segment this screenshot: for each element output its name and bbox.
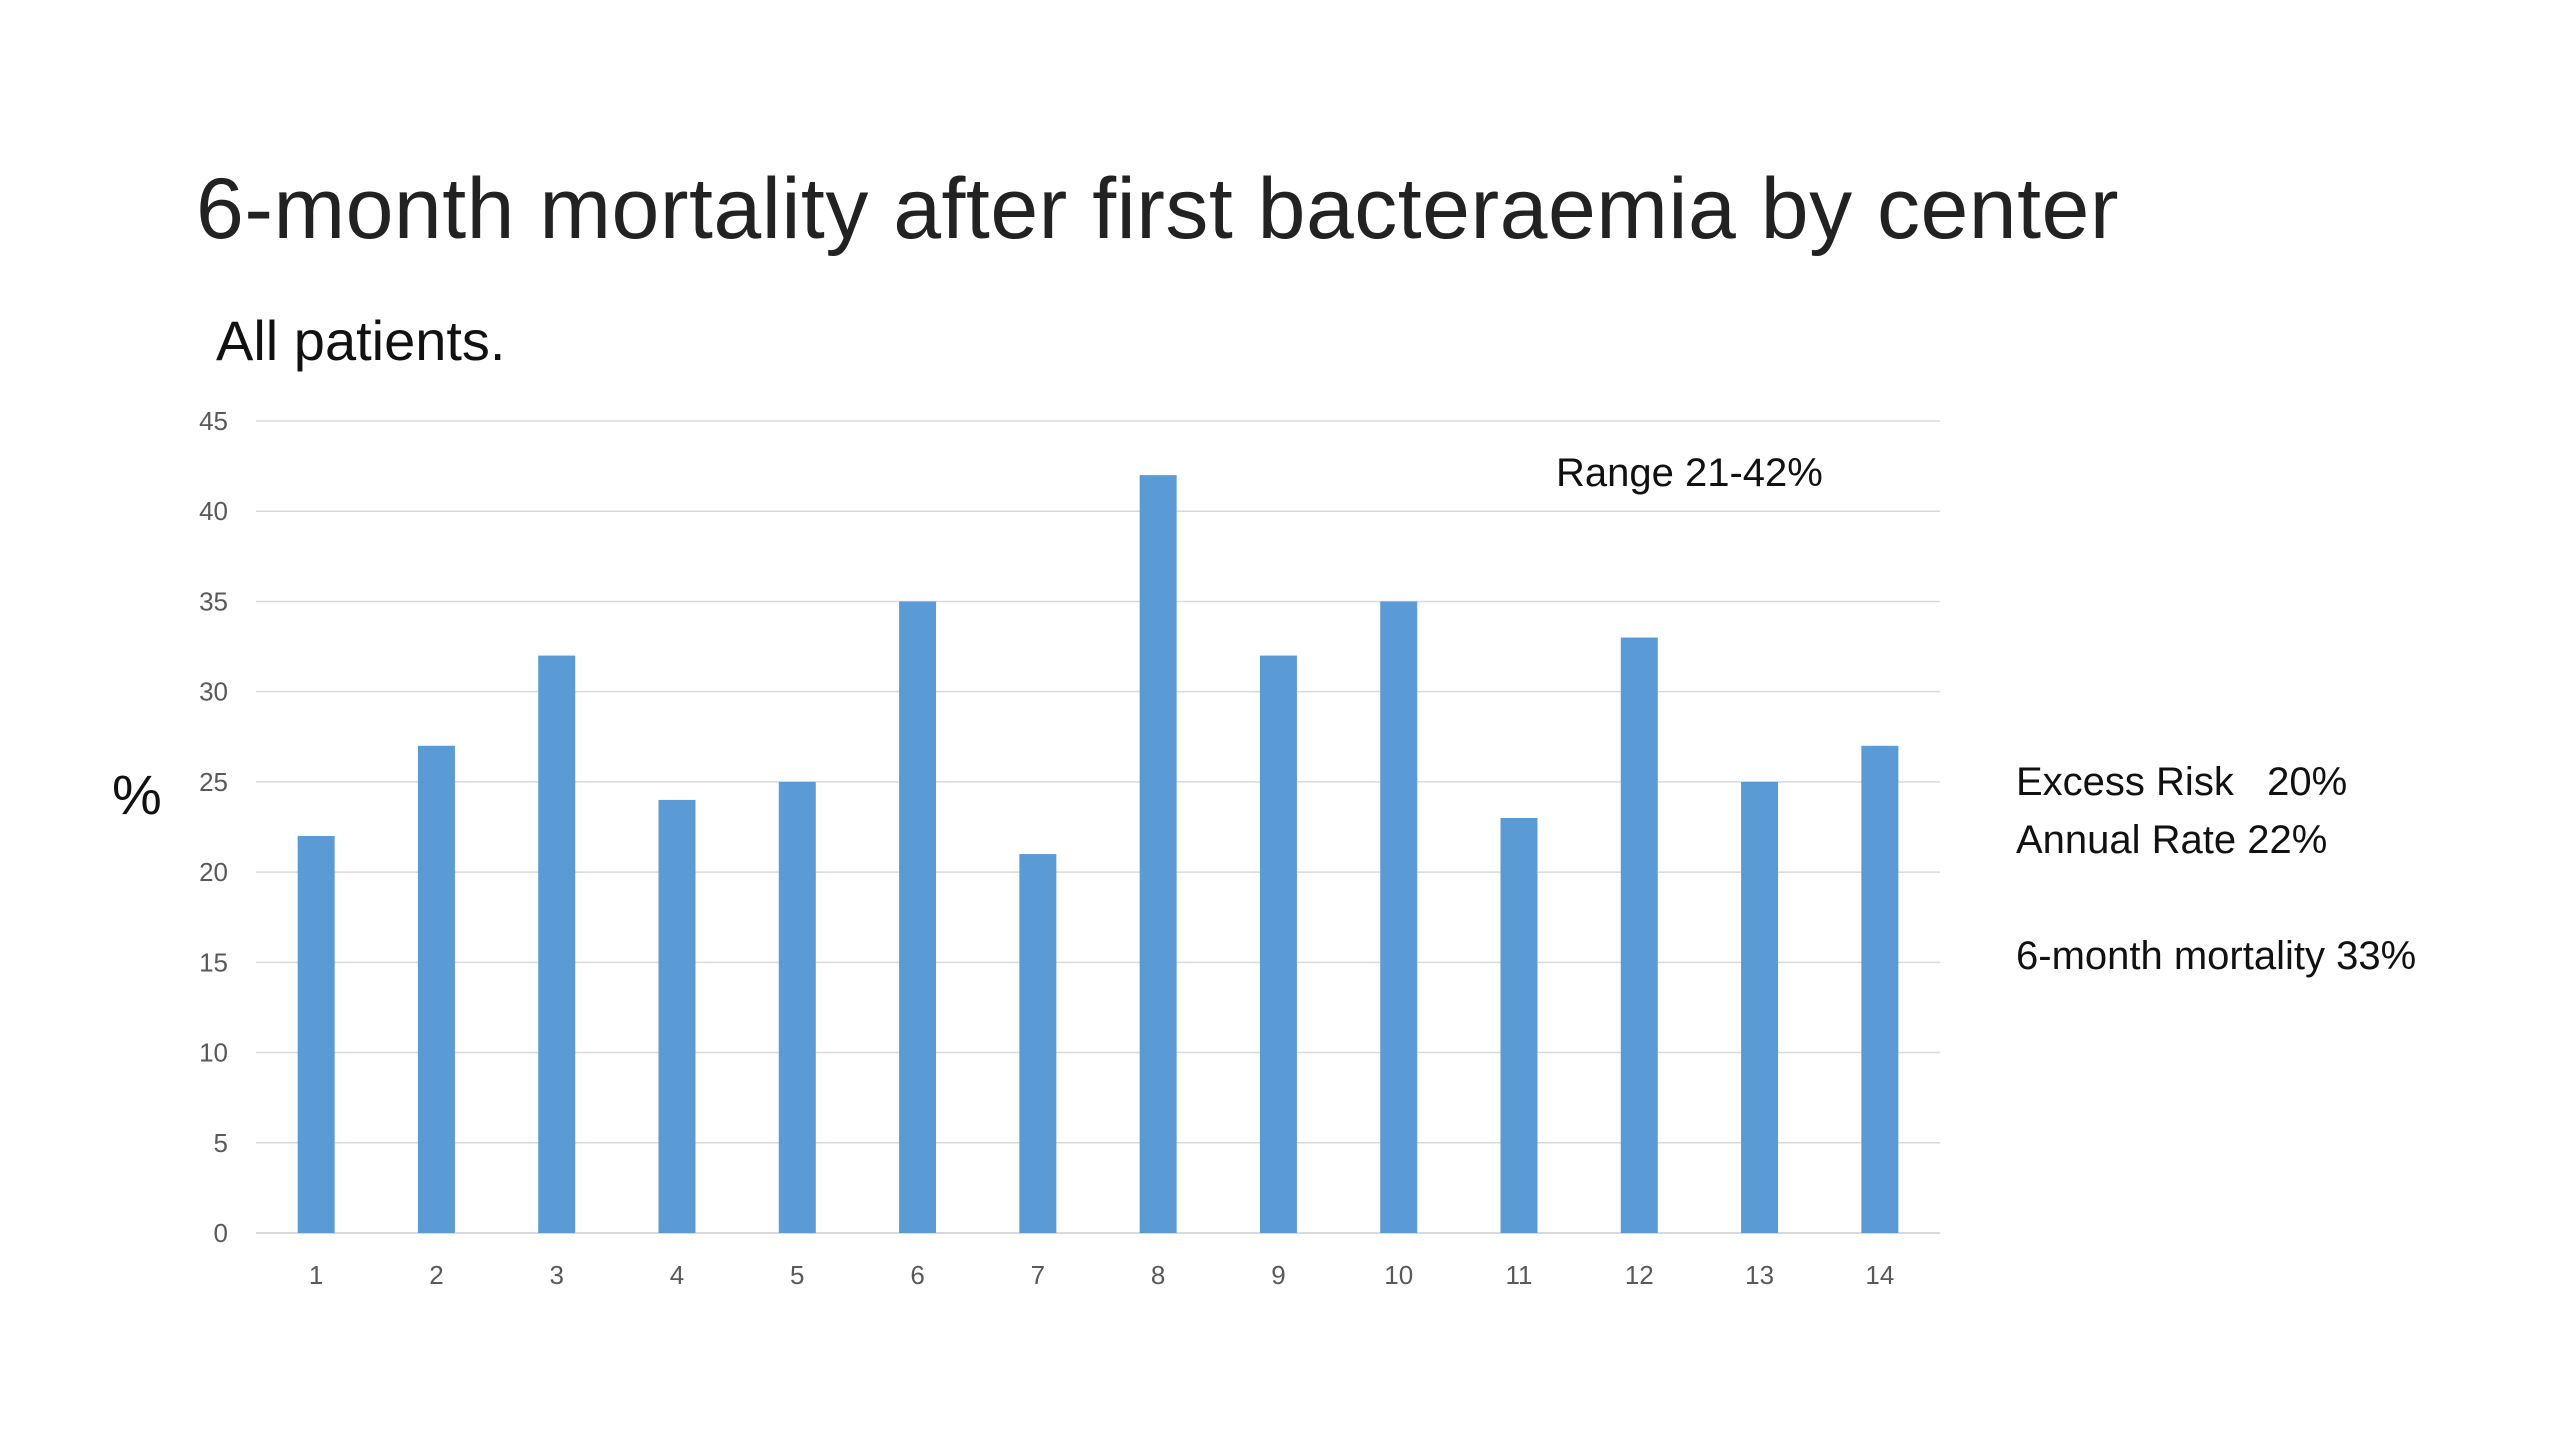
x-tick-label: 8 [1151,1260,1165,1290]
range-annotation: Range 21-42% [1556,451,1823,495]
x-tick-label: 10 [1384,1260,1413,1290]
bar [1741,781,1779,1233]
six-month-mortality-note: 6-month mortality 33% [2016,934,2417,978]
bar [899,601,937,1233]
x-tick-label: 14 [1865,1260,1894,1290]
y-tick-label: 45 [199,406,228,436]
x-tick-label: 9 [1271,1260,1285,1290]
x-tick-label: 2 [429,1260,443,1290]
x-tick-label: 7 [1031,1260,1045,1290]
bar [658,799,696,1233]
bar [778,781,816,1233]
bar [1259,655,1297,1233]
x-tick-label: 4 [670,1260,684,1290]
y-tick-label: 10 [199,1038,228,1068]
y-tick-label: 0 [214,1218,228,1248]
y-tick-label: 35 [199,586,228,616]
bar [1380,601,1418,1233]
bar [1139,475,1177,1234]
x-tick-label: 6 [910,1260,924,1290]
annual-rate-note: Annual Rate 22% [2016,818,2328,862]
excess-risk-note: Excess Risk 20% [2016,760,2348,804]
bar [1861,745,1899,1233]
x-tick-label: 5 [790,1260,804,1290]
x-tick-label: 11 [1506,1260,1533,1290]
y-tick-label: 25 [199,767,228,797]
x-tick-label: 3 [549,1260,563,1290]
y-tick-label: 40 [199,496,228,526]
y-tick-label: 30 [199,677,228,707]
bar [297,836,335,1233]
slide-subtitle: All patients. [216,309,506,372]
bar [538,655,576,1233]
slide-title: 6-month mortality after first bacteraemi… [196,161,2120,257]
bar [1620,637,1658,1233]
y-tick-label: 15 [199,947,228,977]
y-tick-label: 20 [199,857,228,887]
x-tick-label: 1 [309,1260,323,1290]
y-tick-label: 5 [214,1128,228,1158]
bar [1019,854,1057,1233]
bar [1500,817,1538,1233]
y-axis-label: % [112,763,162,826]
x-tick-label: 12 [1625,1260,1654,1290]
bar [417,745,455,1233]
x-tick-label: 13 [1745,1260,1774,1290]
